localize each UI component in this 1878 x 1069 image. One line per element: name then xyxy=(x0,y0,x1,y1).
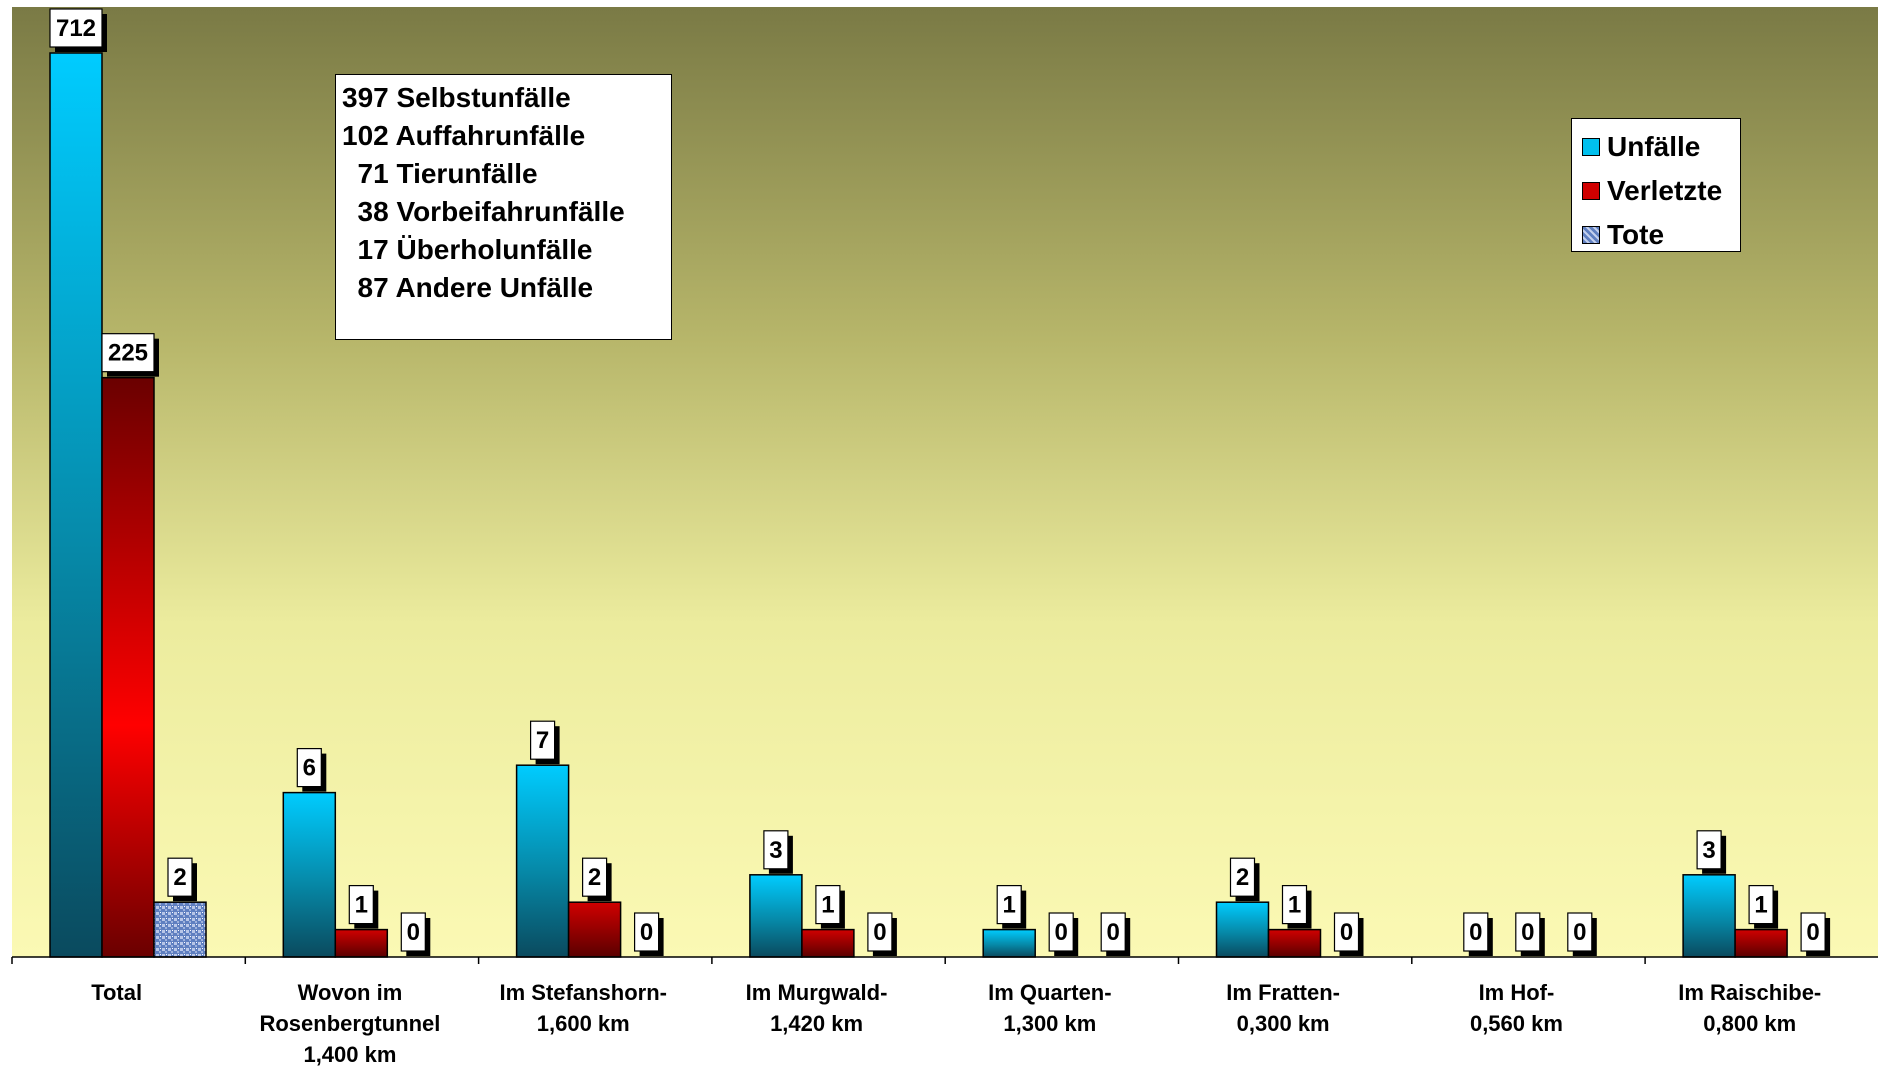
value-label: 225 xyxy=(108,340,148,367)
value-label-box xyxy=(996,884,1022,925)
x-tick-label: Wovon im Rosenbergtunnel 1,400 km xyxy=(259,980,440,1067)
value-label-box xyxy=(529,720,556,760)
value-label: 2 xyxy=(1236,864,1249,891)
value-label: 0 xyxy=(1469,919,1482,946)
value-label: 0 xyxy=(1055,919,1068,946)
value-label: 0 xyxy=(1107,919,1120,946)
value-label-box xyxy=(1800,912,1826,952)
value-label-box xyxy=(867,912,893,952)
value-label-box xyxy=(1515,912,1541,952)
value-label-box xyxy=(815,884,841,925)
value-label: 2 xyxy=(588,864,601,891)
x-tick-label: Im Raischibe-0,800 km xyxy=(1678,980,1821,1036)
value-label: 1 xyxy=(1288,892,1301,919)
bar-unfaelle xyxy=(282,791,337,958)
value-label-box xyxy=(1048,912,1074,952)
value-label-box xyxy=(101,333,155,373)
value-label: 0 xyxy=(1573,919,1586,946)
annotation-line: 38 Vorbeifahrunfälle xyxy=(342,196,625,227)
value-label-box xyxy=(348,884,374,925)
value-label-box xyxy=(49,8,103,48)
x-tick-label: Im Murgwald-1,420 km xyxy=(746,980,888,1036)
cyan-square-icon xyxy=(1582,138,1600,156)
value-label-box xyxy=(296,747,322,788)
x-tick-label: Im Fratten-0,300 km xyxy=(1226,980,1340,1036)
x-tick-label: Im Quarten-1,300 km xyxy=(988,980,1111,1036)
bar-unfaelle xyxy=(982,928,1036,958)
value-label: 0 xyxy=(1340,919,1353,946)
value-label: 712 xyxy=(56,15,96,42)
value-label: 7 xyxy=(536,727,549,754)
x-tick-label: Im Hof-0,560 km xyxy=(1470,980,1563,1036)
value-label-box xyxy=(1333,912,1360,952)
value-label: 0 xyxy=(1521,919,1534,946)
annotation-line: 102 Auffahrunfälle xyxy=(342,120,586,151)
x-tick-label: Im Stefanshorn-1,600 km xyxy=(500,980,667,1036)
bar-unfaelle xyxy=(749,874,803,958)
value-label-box xyxy=(1748,884,1774,925)
legend-item-verletzte: Verletzte xyxy=(1582,169,1740,213)
value-label: 1 xyxy=(355,892,368,919)
chart-legend: Unfälle Verletzte Tote xyxy=(1571,118,1741,252)
bar-tote xyxy=(153,901,207,958)
value-label-box xyxy=(1567,912,1593,952)
value-label-box xyxy=(1696,830,1722,870)
accident-types-annotation: 397 Selbstunfälle 102 Auffahrunfälle 71 … xyxy=(335,74,672,340)
annotation-line: 87 Andere Unfälle xyxy=(342,272,594,303)
value-label-box xyxy=(1463,912,1489,952)
value-label-box xyxy=(1229,857,1256,897)
bar-verletzte xyxy=(1267,928,1322,958)
bar-unfaelle xyxy=(1215,901,1270,958)
value-label: 0 xyxy=(873,919,886,946)
legend-item-unfaelle: Unfälle xyxy=(1582,125,1740,169)
legend-label: Unfälle xyxy=(1607,131,1701,162)
value-label-box xyxy=(167,857,193,897)
value-label-box xyxy=(763,830,789,870)
value-label: 0 xyxy=(640,919,653,946)
value-label: 6 xyxy=(303,755,316,782)
value-label: 3 xyxy=(769,837,782,864)
value-label: 0 xyxy=(407,919,420,946)
bar-verletzte xyxy=(334,928,389,958)
legend-item-tote: Tote xyxy=(1582,213,1740,257)
bar-unfaelle xyxy=(515,764,570,958)
bar-unfaelle xyxy=(1682,874,1736,958)
bar-verletzte xyxy=(567,901,622,958)
bar-verletzte xyxy=(101,376,155,958)
value-label-box xyxy=(1281,884,1308,925)
value-label: 3 xyxy=(1702,837,1715,864)
value-label: 1 xyxy=(1754,892,1767,919)
value-label-box xyxy=(581,857,608,897)
annotation-line: 71 Tierunfälle xyxy=(342,158,538,189)
legend-label: Verletzte xyxy=(1607,175,1723,206)
annotation-line: 397 Selbstunfälle xyxy=(342,82,571,113)
value-label: 1 xyxy=(821,892,834,919)
annotation-line: 17 Überholunfälle xyxy=(342,234,593,265)
blue-pattern-square-icon xyxy=(1582,226,1600,244)
bar-unfaelle xyxy=(49,52,103,958)
value-label-box xyxy=(400,912,426,952)
value-label-box xyxy=(1100,912,1126,952)
value-label-box xyxy=(633,912,660,952)
value-label: 1 xyxy=(1003,892,1016,919)
bar-verletzte xyxy=(1734,928,1788,958)
value-label: 2 xyxy=(173,864,186,891)
legend-label: Tote xyxy=(1607,219,1665,250)
bar-verletzte xyxy=(801,928,855,958)
value-label: 0 xyxy=(1806,919,1819,946)
x-tick-label: Total xyxy=(91,980,142,1005)
red-square-icon xyxy=(1582,182,1600,200)
